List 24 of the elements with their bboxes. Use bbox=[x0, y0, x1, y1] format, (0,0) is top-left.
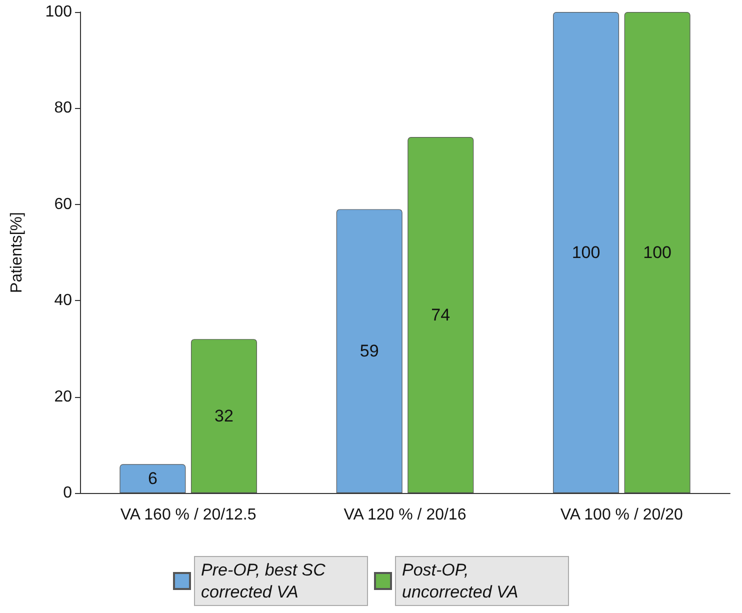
y-axis-title: Patients[%] bbox=[8, 212, 26, 293]
y-tick-label: 60 bbox=[54, 196, 72, 213]
data-label: 100 bbox=[572, 243, 600, 262]
data-label: 59 bbox=[360, 342, 379, 361]
data-label: 32 bbox=[214, 406, 234, 426]
x-tick-label: VA 100 % / 20/20 bbox=[560, 506, 683, 524]
bar bbox=[553, 12, 620, 493]
y-tick-label: 40 bbox=[54, 292, 72, 310]
y-tick-label: 80 bbox=[54, 100, 72, 117]
x-tick-label: VA 160 % / 20/12.5 bbox=[120, 506, 256, 524]
data-label: 74 bbox=[431, 306, 450, 325]
legend-label: Post-OP, uncorrected VA bbox=[402, 560, 518, 602]
legend-label: Pre-OP, best SC corrected VA bbox=[201, 560, 330, 602]
y-tick-label: 100 bbox=[45, 4, 72, 20]
y-tick-label: 20 bbox=[54, 388, 72, 406]
data-label: 100 bbox=[643, 243, 672, 262]
bar bbox=[120, 464, 186, 493]
bar bbox=[190, 339, 257, 493]
data-label: 6 bbox=[148, 469, 158, 488]
bar bbox=[624, 12, 690, 493]
y-tick-label: 0 bbox=[63, 484, 72, 502]
bar bbox=[336, 209, 402, 493]
bar bbox=[408, 137, 474, 493]
x-tick-label: VA 120 % / 20/16 bbox=[344, 506, 466, 524]
